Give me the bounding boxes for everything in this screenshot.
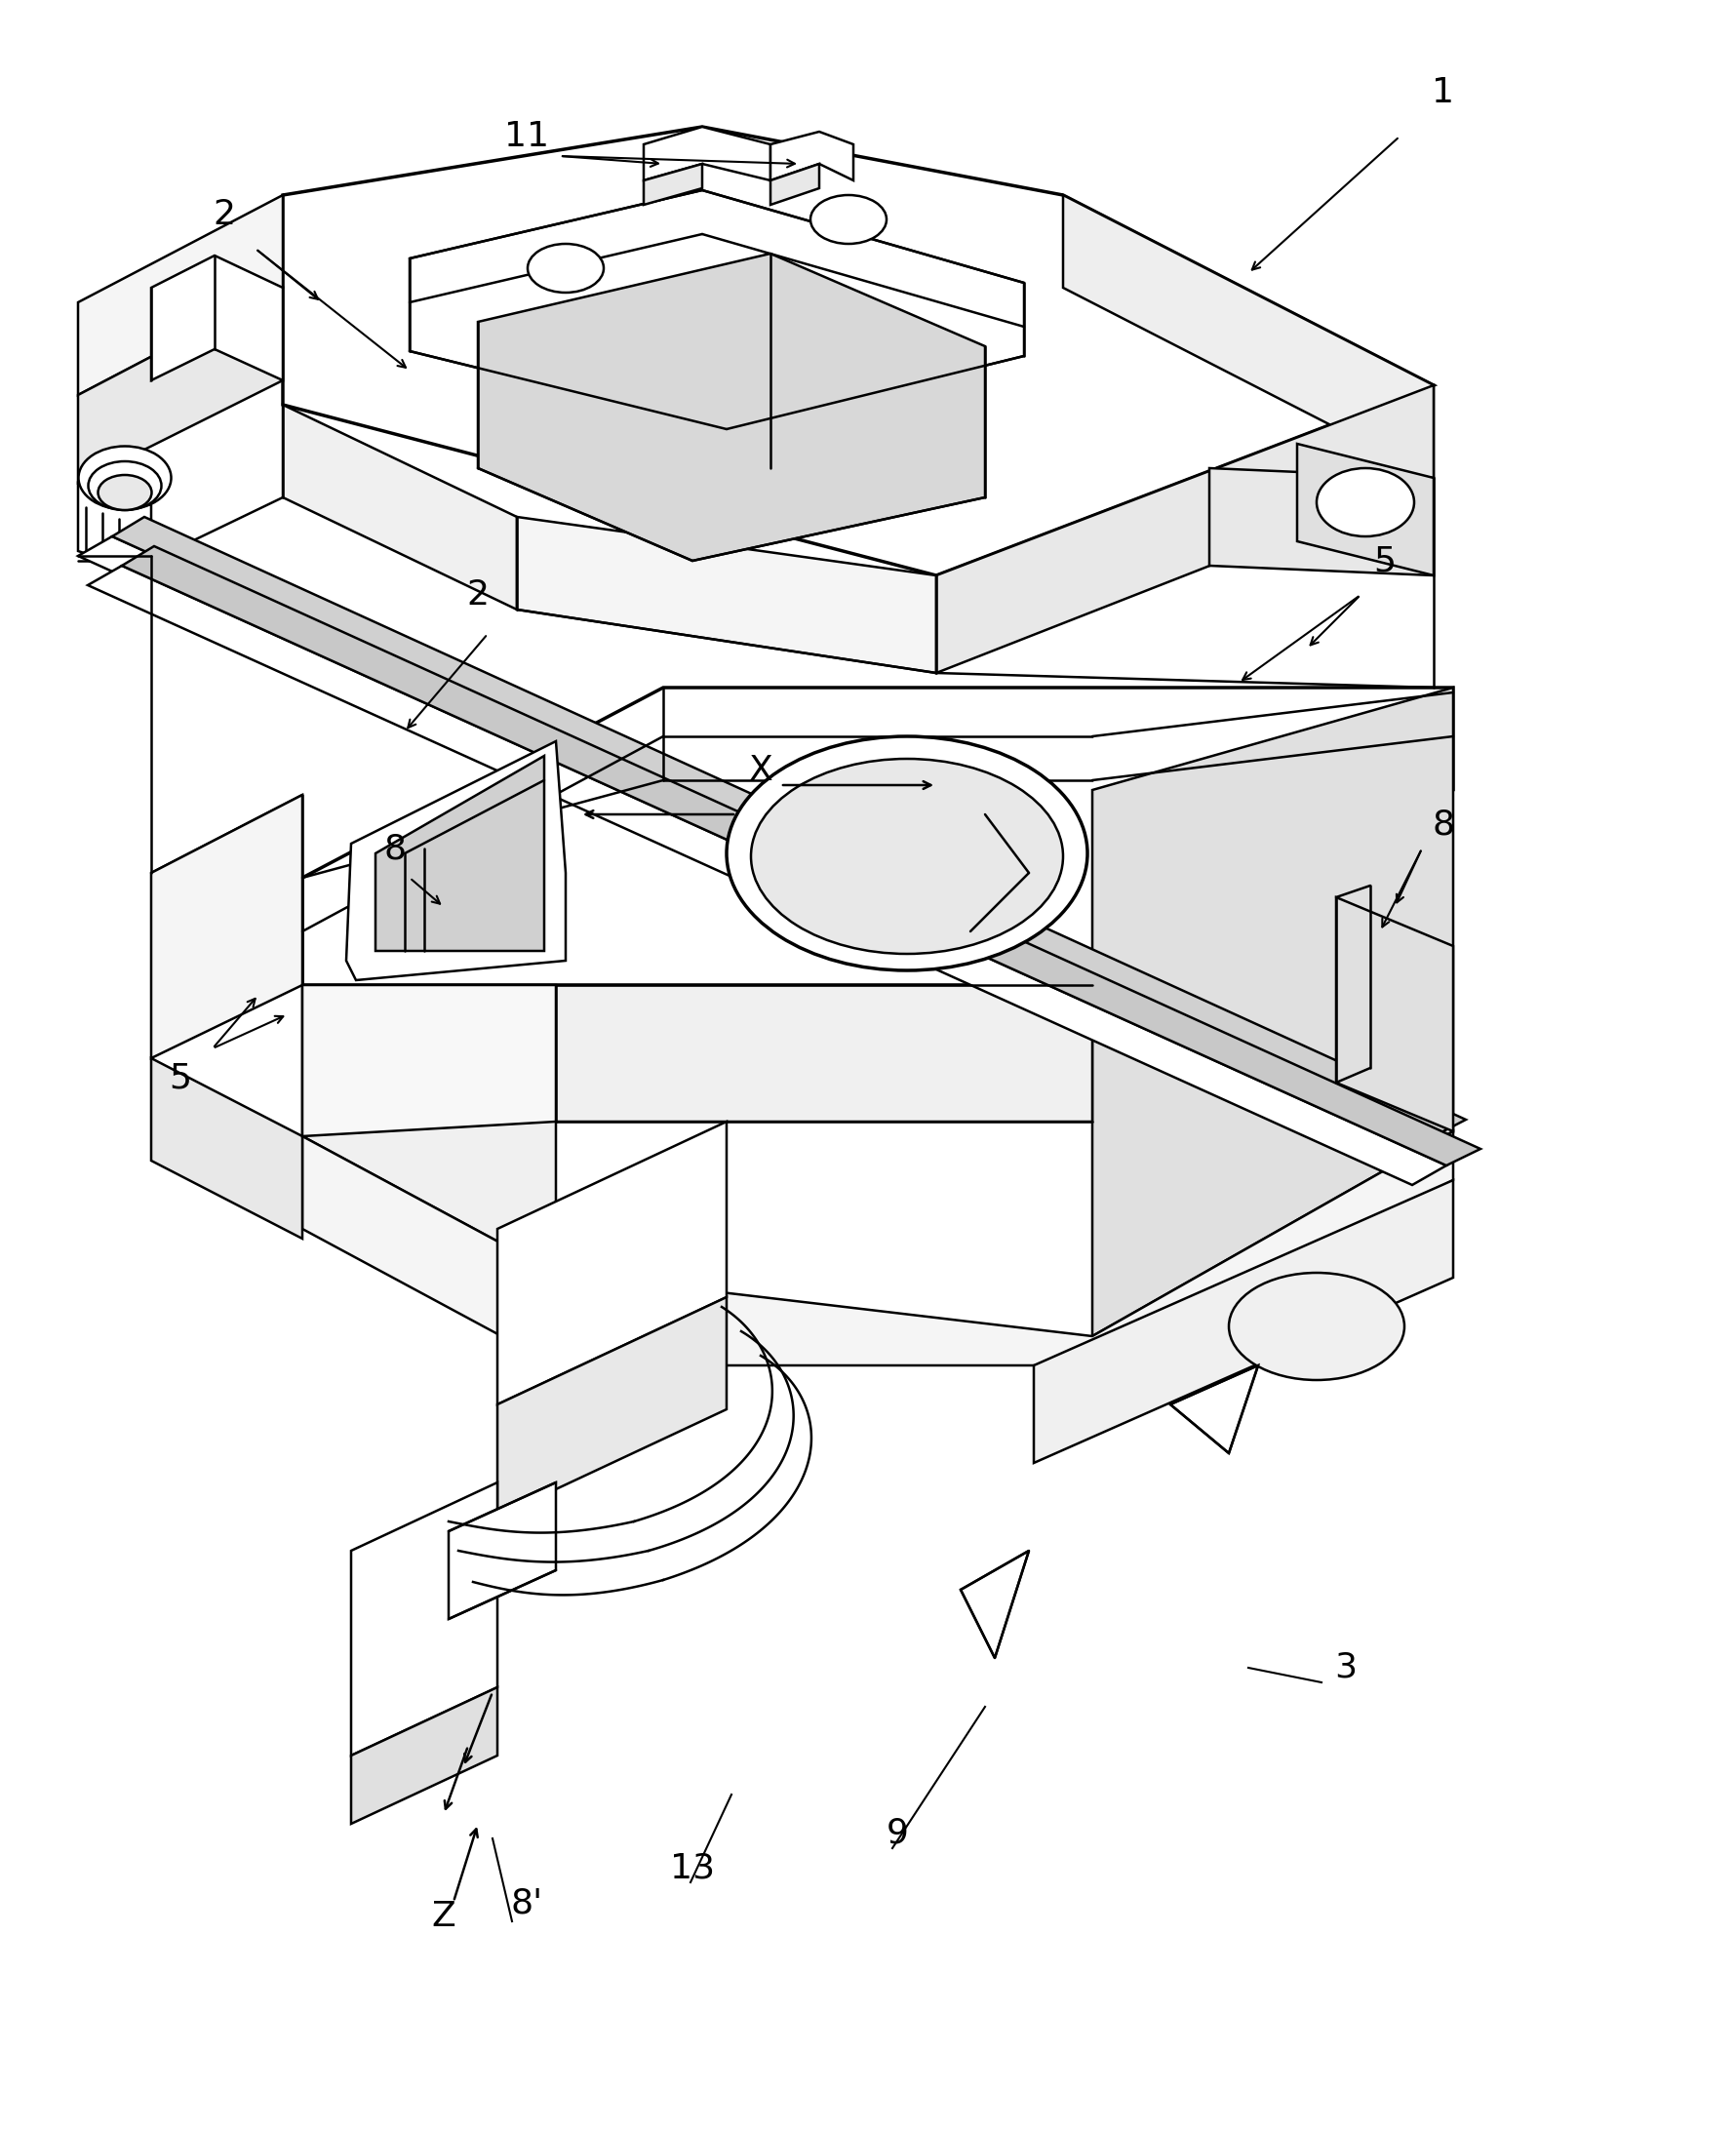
Text: 2: 2 [214,198,236,230]
Polygon shape [89,565,1446,1185]
Polygon shape [302,1132,1453,1364]
Ellipse shape [89,461,161,510]
Polygon shape [410,190,1024,429]
Polygon shape [151,795,302,1057]
Polygon shape [960,1550,1029,1659]
Ellipse shape [727,736,1087,970]
Ellipse shape [97,475,151,510]
Polygon shape [448,1482,556,1618]
Polygon shape [302,985,1092,1273]
Polygon shape [517,516,936,674]
Text: 3: 3 [1335,1650,1358,1684]
Polygon shape [151,1057,302,1239]
Text: 13: 13 [670,1851,715,1885]
Text: 8: 8 [1432,808,1455,840]
Polygon shape [771,164,819,205]
Polygon shape [644,164,701,205]
Text: 2: 2 [467,578,490,612]
Text: Z: Z [432,1900,457,1934]
Ellipse shape [528,243,604,292]
Polygon shape [302,689,1453,985]
Polygon shape [1170,1364,1259,1454]
Polygon shape [151,256,283,379]
Polygon shape [1297,443,1434,576]
Ellipse shape [811,194,887,243]
Ellipse shape [78,446,172,510]
Text: X: X [748,755,773,787]
Polygon shape [113,516,1465,1136]
Ellipse shape [1229,1273,1404,1379]
Polygon shape [78,194,283,394]
Polygon shape [78,482,151,576]
Polygon shape [283,126,1434,576]
Text: 5: 5 [168,1062,191,1094]
Polygon shape [78,288,283,482]
Polygon shape [1035,1181,1453,1463]
Polygon shape [375,757,543,951]
Polygon shape [1092,689,1453,1337]
Polygon shape [477,254,984,561]
Text: 9: 9 [885,1816,908,1851]
Polygon shape [1210,469,1434,576]
Polygon shape [122,546,1481,1166]
Polygon shape [351,1686,498,1823]
Polygon shape [302,985,556,1136]
Polygon shape [283,405,517,610]
Polygon shape [78,537,1434,1156]
Polygon shape [1062,194,1434,478]
Text: 8: 8 [384,831,406,866]
Text: 5: 5 [1373,544,1396,578]
Polygon shape [1337,898,1453,1132]
Polygon shape [936,386,1434,674]
Polygon shape [771,132,854,181]
Text: 1: 1 [1432,77,1455,109]
Polygon shape [644,126,771,181]
Polygon shape [498,1296,727,1516]
Polygon shape [498,1121,727,1405]
Ellipse shape [1316,469,1415,537]
Text: 8': 8' [510,1887,543,1921]
Polygon shape [345,742,566,981]
Polygon shape [351,1482,498,1755]
Text: 11: 11 [503,119,549,154]
Ellipse shape [752,759,1062,953]
